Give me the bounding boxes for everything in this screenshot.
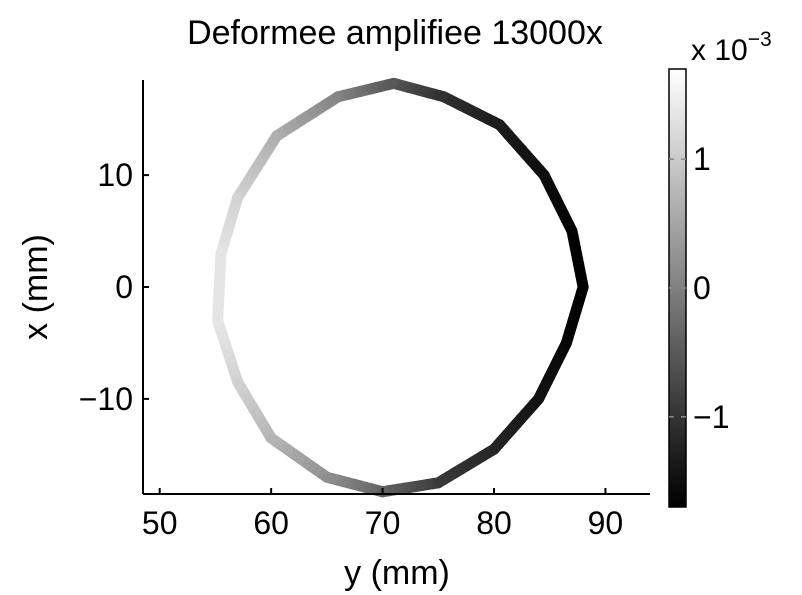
data-point <box>334 92 342 101</box>
data-point <box>534 394 543 403</box>
x-tick-label: 90 <box>588 505 624 541</box>
data-point <box>490 445 498 454</box>
data-point <box>233 378 242 387</box>
data-point <box>272 131 281 140</box>
data-point <box>439 92 448 101</box>
x-tick-label: 50 <box>142 505 178 541</box>
data-point <box>562 338 571 347</box>
colorbar-multiplier-base: x 10 <box>691 34 748 67</box>
colorbar: −1 0 1 x 10−3 <box>668 28 772 508</box>
x-axis-label: y (mm) <box>344 554 450 592</box>
data-point <box>213 316 222 325</box>
colorbar-ticks: −1 0 1 <box>669 141 729 435</box>
colorbar-multiplier-exponent: −3 <box>748 28 772 51</box>
data-ring <box>212 77 589 498</box>
x-tick-label: 70 <box>365 505 401 541</box>
data-point <box>495 120 504 129</box>
data-point <box>217 249 225 258</box>
data-point <box>540 171 549 180</box>
data-point <box>579 283 588 291</box>
chart-title: Deformee amplifiee 13000x <box>187 14 603 52</box>
colorbar-tick-label: 0 <box>693 270 711 306</box>
colorbar-tick-label: −1 <box>693 399 729 435</box>
data-point <box>267 434 276 443</box>
colorbar-multiplier: x 10−3 <box>691 28 772 67</box>
plot-area: 50 60 70 80 90 −10 0 10 <box>79 77 650 541</box>
data-point <box>233 193 242 202</box>
data-point <box>389 79 398 88</box>
y-tick-label: 0 <box>115 269 133 305</box>
colorbar-tick-label: 1 <box>693 141 711 177</box>
y-tick-label: 10 <box>97 157 133 193</box>
x-tick-label: 60 <box>253 505 289 541</box>
x-tick-label: 80 <box>476 505 512 541</box>
x-ticks: 50 60 70 80 90 <box>142 488 623 541</box>
data-point <box>568 227 576 236</box>
data-point <box>434 478 443 487</box>
data-point <box>322 473 331 482</box>
y-tick-label: −10 <box>79 381 133 417</box>
y-axis-label: x (mm) <box>17 234 55 340</box>
y-ticks: −10 0 10 <box>79 157 149 417</box>
